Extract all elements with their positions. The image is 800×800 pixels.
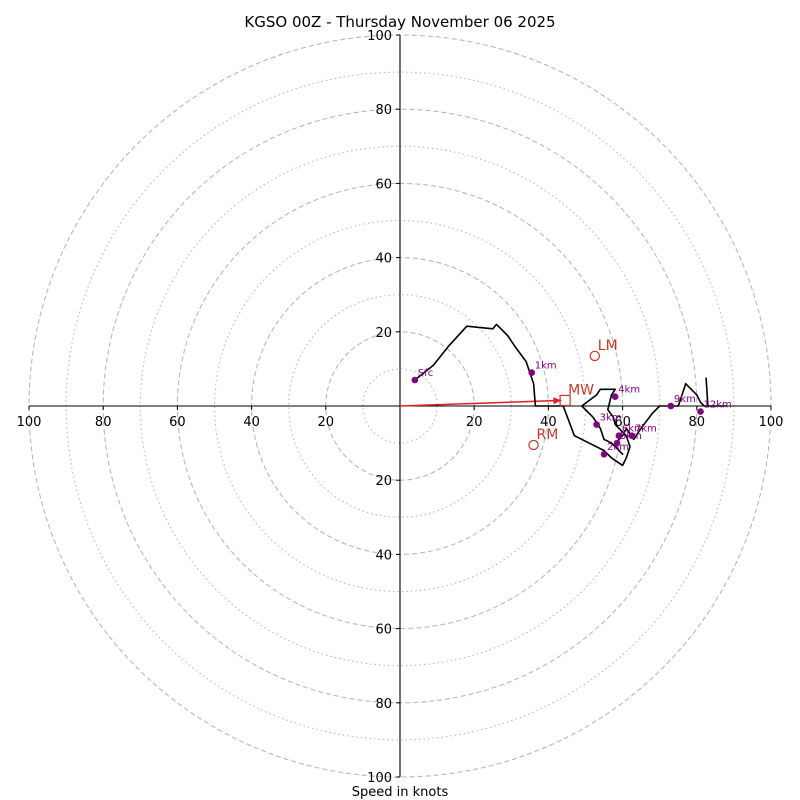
height-marker-dot	[697, 408, 704, 415]
x-tick-label: 80	[689, 415, 706, 430]
height-marker-dot	[600, 450, 608, 458]
mean-wind-vector	[399, 397, 562, 407]
chart-title: KGSO 00Z - Thursday November 06 2025	[244, 13, 555, 31]
storm-motion-label: LM	[598, 338, 618, 354]
height-marker-label: 1km	[535, 361, 557, 372]
y-tick-label: 40	[375, 548, 392, 563]
height-marker-label: 6km	[622, 424, 644, 435]
x-tick-label: 20	[466, 415, 483, 430]
height-marker-label: 12km	[704, 400, 732, 411]
y-tick-label: 100	[367, 29, 392, 44]
storm-motion-square	[559, 394, 571, 407]
height-marker-dot	[528, 369, 536, 376]
height-marker-dot	[667, 402, 675, 410]
height-marker-dot	[613, 439, 621, 447]
height-marker-label: Sfc	[418, 368, 433, 379]
height-marker-dot	[611, 393, 619, 401]
y-tick-label: 100	[367, 771, 392, 786]
hodograph-trace	[414, 323, 727, 467]
x-tick-label: 60	[169, 415, 186, 430]
x-tick-label: 40	[540, 415, 557, 430]
storm-motion-label: RM	[537, 427, 559, 443]
height-marker-dot	[411, 376, 419, 384]
x-tick-label: 60	[614, 415, 631, 430]
y-tick-label: 60	[375, 177, 392, 192]
y-tick-label: 80	[375, 103, 392, 118]
tick-labels: 100 80 60 40 20 20 40 60 80 100 20 40 60 80 100 20 40 60 8…	[17, 29, 784, 786]
height-markers: Sfc1km2km3km4km5km6km7km9km12km	[411, 361, 732, 458]
y-tick-label: 20	[375, 326, 392, 341]
y-tick-label: 80	[375, 697, 392, 712]
height-marker-dot	[615, 432, 623, 439]
storm-motion-circle	[528, 439, 539, 451]
storm-motion-label: MW	[568, 382, 594, 398]
height-marker-label: 2km	[607, 442, 629, 453]
height-marker-label: 4km	[618, 385, 640, 396]
height-marker-label: 3km	[600, 413, 622, 424]
x-tick-label: 100	[759, 415, 784, 430]
y-tick-label: 60	[375, 623, 392, 638]
height-marker-label: 9km	[674, 394, 696, 405]
x-tick-label: 40	[243, 415, 260, 430]
height-marker-dot	[593, 421, 600, 428]
storm-motion-circle	[589, 350, 600, 362]
x-tick-label: 100	[17, 415, 42, 430]
x-axis-label: Speed in knots	[352, 785, 449, 800]
hodograph-line	[414, 323, 727, 467]
mean-wind-arrow-shaft	[399, 399, 562, 407]
x-tick-label: 20	[318, 415, 335, 430]
height-marker-dot	[628, 432, 636, 439]
x-tick-label: 80	[95, 415, 112, 430]
y-tick-label: 20	[375, 474, 392, 489]
height-marker-label: 7km	[635, 424, 657, 435]
mean-wind-arrow-head	[553, 397, 562, 405]
y-tick-label: 40	[375, 252, 392, 267]
storm-motion-markers: LM MW RM	[528, 338, 618, 451]
